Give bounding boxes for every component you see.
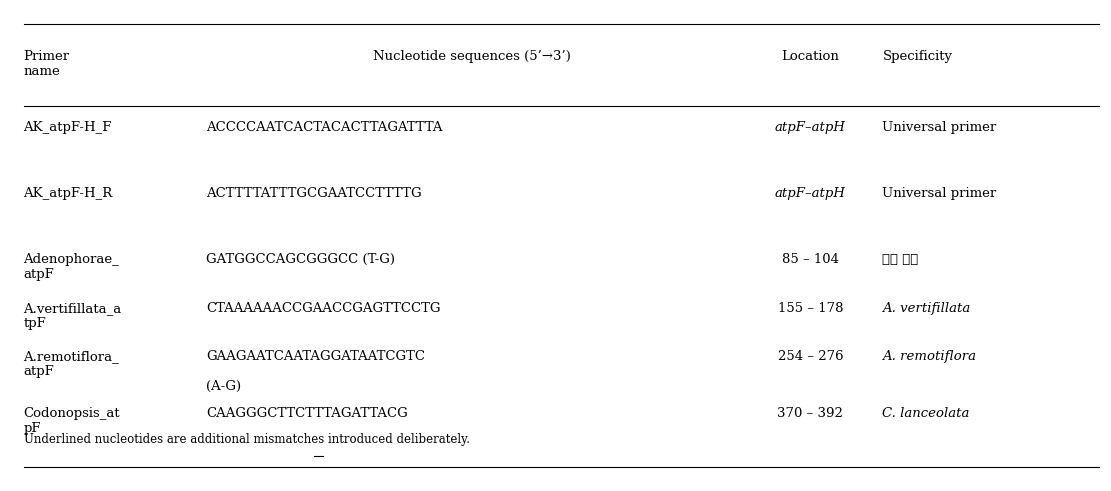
- Text: Nucleotide sequences (5’→3’): Nucleotide sequences (5’→3’): [373, 50, 571, 63]
- Text: C. lanceolata: C. lanceolata: [882, 407, 970, 420]
- Text: ACCCCAATCACTACACTTAGATTTA: ACCCCAATCACTACACTTAGATTTA: [207, 121, 443, 134]
- Text: 85 – 104: 85 – 104: [782, 253, 839, 266]
- Text: CAAGGGCTTCTTTAGATTACG: CAAGGGCTTCTTTAGATTACG: [207, 407, 408, 420]
- Text: A. vertifillata: A. vertifillata: [882, 301, 971, 315]
- Text: Underlined nucleotides are additional mismatches introduced deliberately.: Underlined nucleotides are additional mi…: [23, 434, 470, 446]
- Text: Universal primer: Universal primer: [882, 187, 997, 200]
- Text: AK_atpF-H_R: AK_atpF-H_R: [23, 187, 113, 200]
- Text: Adenophorae_
atpF: Adenophorae_ atpF: [23, 253, 119, 281]
- Text: Location: Location: [781, 50, 839, 63]
- Text: AK_atpF-H_F: AK_atpF-H_F: [23, 121, 112, 134]
- Text: 155 – 178: 155 – 178: [778, 301, 843, 315]
- Text: A.remotiflora_
atpF: A.remotiflora_ atpF: [23, 351, 119, 379]
- Text: Specificity: Specificity: [882, 50, 952, 63]
- Text: atpF–atpH: atpF–atpH: [775, 121, 845, 134]
- Text: GATGGCCAGCGGGCC (T-G): GATGGCCAGCGGGCC (T-G): [207, 253, 396, 266]
- Text: CTAAAAAACCGAACCGAGTTCCTG: CTAAAAAACCGAACCGAGTTCCTG: [207, 301, 441, 315]
- Text: atpF–atpH: atpF–atpH: [775, 187, 845, 200]
- Text: 254 – 276: 254 – 276: [778, 351, 843, 363]
- Text: Universal primer: Universal primer: [882, 121, 997, 134]
- Text: A. remotiflora: A. remotiflora: [882, 351, 977, 363]
- Text: Codonopsis_at
pF: Codonopsis_at pF: [23, 407, 120, 435]
- Text: ACTTTTATTTGCGAATCCTTTTG: ACTTTTATTTGCGAATCCTTTTG: [207, 187, 422, 200]
- Text: (A-G): (A-G): [207, 380, 241, 393]
- Text: GAAGAATCAATAGGATAATCGTC: GAAGAATCAATAGGATAATCGTC: [207, 351, 426, 363]
- Text: Primer
name: Primer name: [23, 50, 70, 78]
- Text: 사삼 특이: 사삼 특이: [882, 253, 919, 266]
- Text: 370 – 392: 370 – 392: [778, 407, 843, 420]
- Text: A.vertifillata_a
tpF: A.vertifillata_a tpF: [23, 301, 122, 329]
